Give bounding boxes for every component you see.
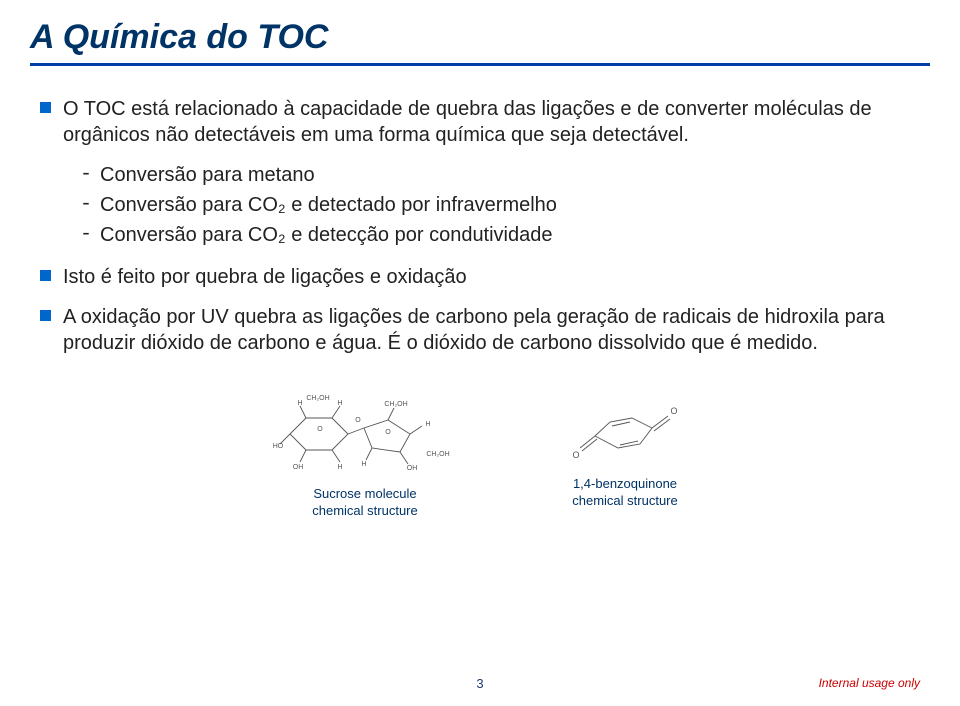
slide-footer: 3 Internal usage only (0, 676, 960, 690)
svg-text:O: O (572, 450, 579, 460)
sub-item-3: - Conversão para CO₂ e detecção por cond… (80, 222, 920, 248)
sucrose-caption-l2: chemical structure (312, 503, 417, 518)
slide-title: A Química do TOC (30, 18, 930, 57)
figure-sucrose: CH₂OH H H HO OH H O O O CH₂OH H OH H CH₂… (270, 386, 460, 520)
sub-item-2: - Conversão para CO₂ e detectado por inf… (80, 192, 920, 218)
svg-text:O: O (355, 417, 361, 424)
dash-icon: - (80, 162, 92, 188)
slide-header: A Química do TOC (0, 0, 960, 66)
svg-text:OH: OH (407, 465, 418, 472)
sucrose-structure-icon: CH₂OH H H HO OH H O O O CH₂OH H OH H CH₂… (270, 386, 460, 476)
benzoquinone-structure-icon: O O (560, 386, 690, 466)
dash-icon: - (80, 192, 92, 218)
sub-item-3-text: Conversão para CO₂ e detecção por condut… (100, 222, 552, 248)
square-bullet-icon (40, 310, 51, 321)
bullet-1: O TOC está relacionado à capacidade de q… (40, 96, 920, 148)
svg-text:H: H (337, 464, 342, 471)
svg-text:H: H (425, 421, 430, 428)
svg-text:CH₂OH: CH₂OH (384, 401, 407, 408)
sucrose-caption-l1: Sucrose molecule (313, 486, 416, 501)
sub-item-1: - Conversão para metano (80, 162, 920, 188)
dash-icon: - (80, 222, 92, 248)
slide-content: O TOC está relacionado à capacidade de q… (0, 66, 960, 520)
benzoquinone-caption-l1: 1,4-benzoquinone (573, 476, 677, 491)
svg-text:CH₂OH: CH₂OH (306, 395, 329, 402)
svg-text:H: H (361, 461, 366, 468)
bullet-2: Isto é feito por quebra de ligações e ox… (40, 264, 920, 290)
sub-item-1-text: Conversão para metano (100, 162, 315, 188)
bullet-3-text: A oxidação por UV quebra as ligações de … (63, 304, 920, 356)
sucrose-caption: Sucrose molecule chemical structure (270, 486, 460, 520)
svg-text:OH: OH (293, 464, 304, 471)
square-bullet-icon (40, 270, 51, 281)
square-bullet-icon (40, 102, 51, 113)
benzoquinone-caption: 1,4-benzoquinone chemical structure (560, 476, 690, 510)
sub-item-2-text: Conversão para CO₂ e detectado por infra… (100, 192, 557, 218)
page-number: 3 (476, 676, 483, 691)
benzoquinone-caption-l2: chemical structure (572, 493, 677, 508)
figure-benzoquinone: O O 1,4-benzoquinone chemical structure (560, 386, 690, 510)
svg-text:H: H (337, 400, 342, 407)
bullet-3: A oxidação por UV quebra as ligações de … (40, 304, 920, 356)
svg-text:O: O (670, 406, 677, 416)
bullet-1-sublist: - Conversão para metano - Conversão para… (80, 162, 920, 248)
svg-text:HO: HO (273, 443, 284, 450)
footer-note: Internal usage only (819, 676, 920, 690)
svg-text:O: O (385, 429, 391, 436)
bullet-2-text: Isto é feito por quebra de ligações e ox… (63, 264, 467, 290)
svg-text:CH₂OH: CH₂OH (426, 451, 449, 458)
figures-row: CH₂OH H H HO OH H O O O CH₂OH H OH H CH₂… (40, 386, 920, 520)
bullet-1-text: O TOC está relacionado à capacidade de q… (63, 96, 920, 148)
svg-text:H: H (297, 400, 302, 407)
svg-text:O: O (317, 426, 323, 433)
